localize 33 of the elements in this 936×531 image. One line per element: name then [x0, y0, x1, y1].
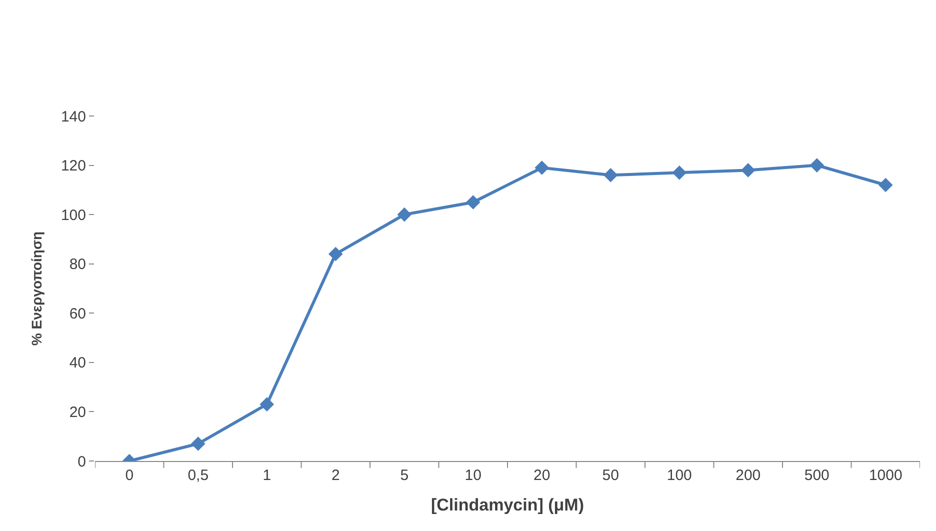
x-tick-label: 10: [464, 467, 482, 484]
point: [397, 207, 412, 222]
point: [328, 246, 343, 262]
x-tick-label: 1000: [868, 467, 902, 484]
x-tick-label: 0: [125, 467, 134, 484]
y-tick-label: 100: [60, 206, 86, 224]
point: [190, 436, 206, 451]
y-tick-label: 60: [69, 305, 86, 322]
point: [740, 163, 756, 178]
x-tick-label: 2: [331, 467, 340, 484]
y-tick-label: 80: [69, 256, 86, 274]
point: [534, 160, 550, 175]
y-tick-label: 40: [69, 354, 86, 372]
y-tick-label: 140: [60, 108, 86, 126]
x-tick-label: 20: [534, 467, 550, 484]
x-tick-label: 0,5: [188, 467, 209, 484]
point: [260, 397, 274, 412]
point: [672, 166, 687, 180]
y-tick-label: 0: [78, 453, 86, 470]
point: [810, 158, 824, 172]
point: [878, 178, 893, 192]
x-axis-title: [Clindamycin] (μM): [430, 495, 584, 514]
x-tick-label: 500: [804, 467, 830, 484]
y-axis-title: % Ενεργοποίηση: [28, 231, 45, 346]
y-tick-label: 20: [69, 404, 86, 421]
x-tick-label: 50: [602, 467, 619, 484]
y-tick-label: 120: [60, 158, 86, 175]
x-tick-label: 5: [400, 467, 409, 484]
x-tick-label: 200: [736, 467, 761, 484]
x-tick-label: 100: [666, 467, 692, 484]
point: [466, 195, 480, 210]
point: [603, 168, 618, 182]
x-tick-label: 1: [262, 467, 272, 484]
